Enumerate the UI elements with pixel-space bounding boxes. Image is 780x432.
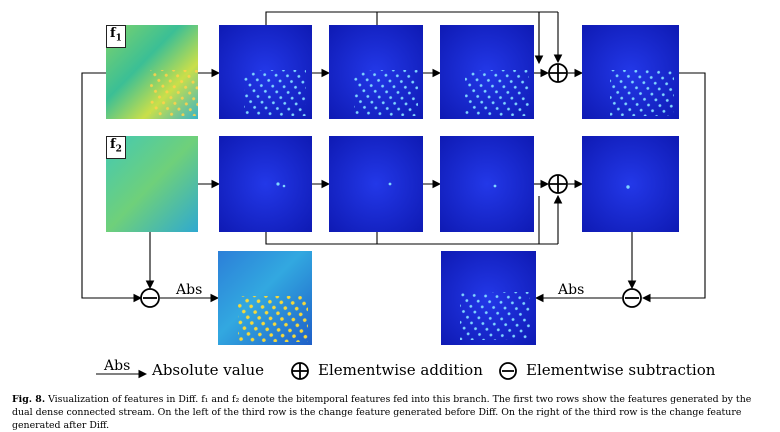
add-operator-row1-icon [548,63,568,83]
caption-text: Visualization of features in Diff. f₁ an… [12,394,752,431]
operators [140,63,642,308]
row2-feature-sum [582,136,679,232]
abs-label-right: Abs [558,282,585,298]
add-operator-row2-icon [548,174,568,194]
f1-label: f1 [106,25,126,48]
row2-panels [106,136,679,232]
legend: Abs Absolute value Elementwise addition … [0,358,780,382]
row2-feature-2 [329,136,423,232]
figure-caption: Fig. 8. Visualization of features in Dif… [12,393,774,432]
legend-subtraction-icon [499,362,517,380]
f2-label: f2 [106,136,126,159]
legend-addition: Elementwise addition [318,361,483,379]
legend-abs-arrow-label: Abs [104,358,131,374]
legend-addition-icon [291,362,309,380]
abs-arrow-icon [96,369,148,379]
row2-feature-3 [440,136,534,232]
abs-label-left: Abs [176,282,203,298]
diagram-canvas [81,11,706,345]
caption-fig-label: Fig. 8. [12,394,46,405]
row1-panels [106,25,679,119]
row3-panels [218,251,536,345]
legend-absolute-value: Absolute value [152,361,265,379]
connections [81,11,706,303]
subtract-operator-right-icon [622,288,642,308]
subtract-operator-left-icon [140,288,160,308]
row2-feature-1 [219,136,312,232]
legend-subtraction: Elementwise subtraction [526,361,716,379]
